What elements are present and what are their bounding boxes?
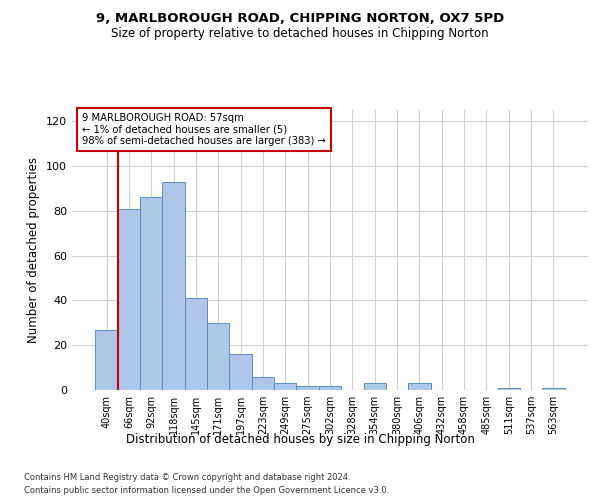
Bar xyxy=(95,330,118,390)
Bar xyxy=(229,354,252,390)
Text: Contains public sector information licensed under the Open Government Licence v3: Contains public sector information licen… xyxy=(24,486,389,495)
Bar xyxy=(408,384,431,390)
Text: Contains HM Land Registry data © Crown copyright and database right 2024.: Contains HM Land Registry data © Crown c… xyxy=(24,472,350,482)
Bar xyxy=(274,384,296,390)
Bar xyxy=(252,376,274,390)
Bar xyxy=(364,384,386,390)
Bar xyxy=(140,198,163,390)
Y-axis label: Number of detached properties: Number of detached properties xyxy=(28,157,40,343)
Text: 9 MARLBOROUGH ROAD: 57sqm
← 1% of detached houses are smaller (5)
98% of semi-de: 9 MARLBOROUGH ROAD: 57sqm ← 1% of detach… xyxy=(82,113,326,146)
Bar xyxy=(185,298,207,390)
Text: Distribution of detached houses by size in Chipping Norton: Distribution of detached houses by size … xyxy=(125,432,475,446)
Bar xyxy=(542,388,565,390)
Text: 9, MARLBOROUGH ROAD, CHIPPING NORTON, OX7 5PD: 9, MARLBOROUGH ROAD, CHIPPING NORTON, OX… xyxy=(96,12,504,26)
Bar xyxy=(296,386,319,390)
Bar xyxy=(497,388,520,390)
Bar xyxy=(319,386,341,390)
Bar xyxy=(207,323,229,390)
Bar xyxy=(163,182,185,390)
Text: Size of property relative to detached houses in Chipping Norton: Size of property relative to detached ho… xyxy=(111,28,489,40)
Bar xyxy=(118,208,140,390)
